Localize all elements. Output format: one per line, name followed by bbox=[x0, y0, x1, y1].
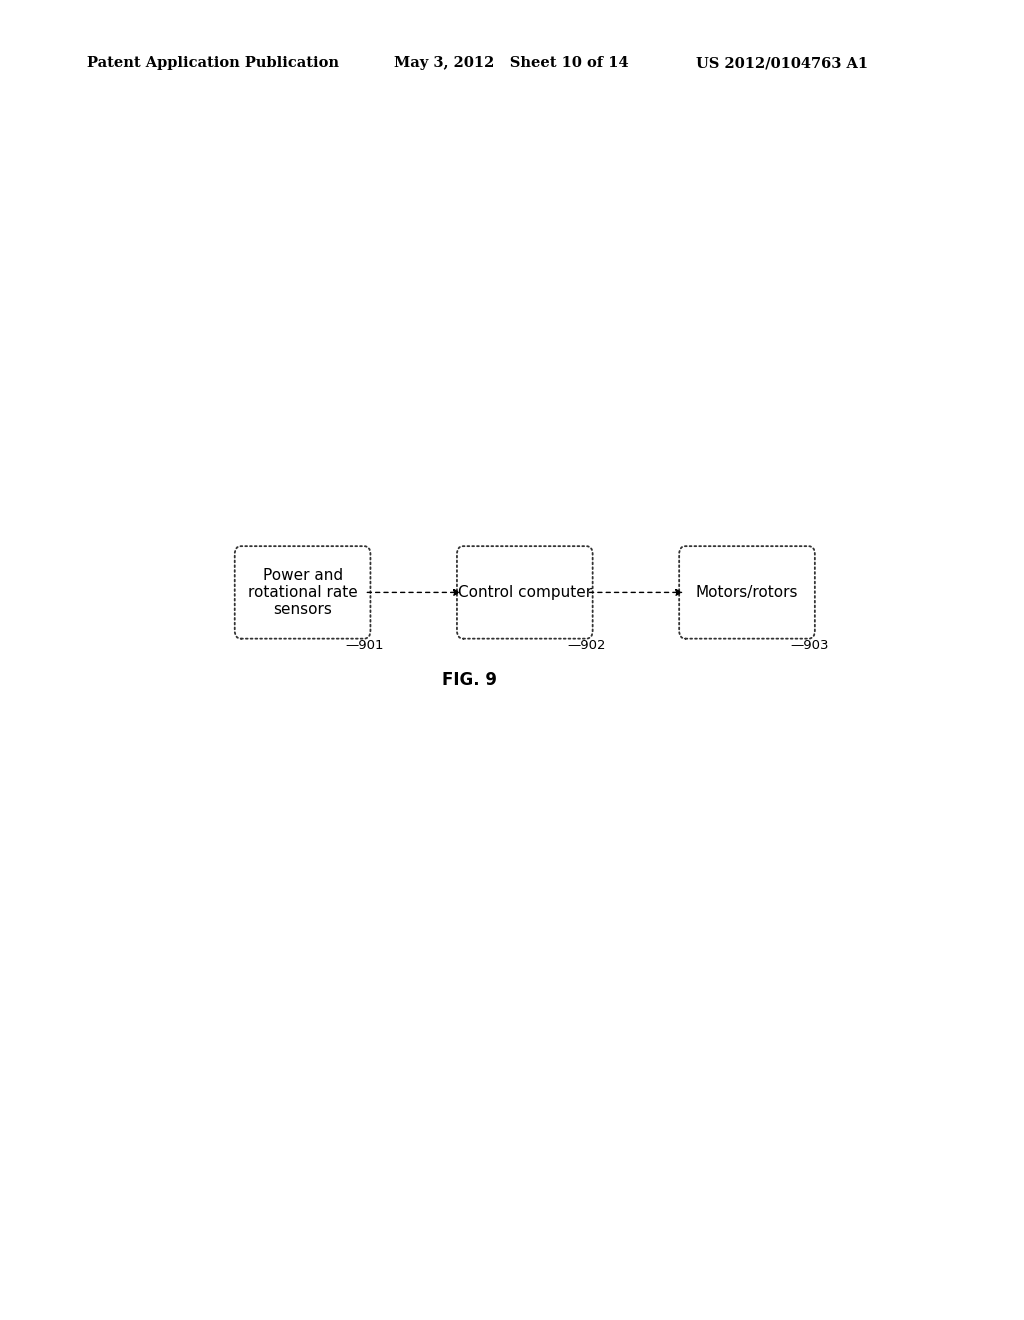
Text: —903: —903 bbox=[791, 639, 828, 652]
Text: US 2012/0104763 A1: US 2012/0104763 A1 bbox=[696, 57, 868, 70]
Text: Motors/rotors: Motors/rotors bbox=[695, 585, 799, 599]
FancyBboxPatch shape bbox=[457, 546, 593, 639]
Text: Power and
rotational rate
sensors: Power and rotational rate sensors bbox=[248, 568, 357, 618]
Text: FIG. 9: FIG. 9 bbox=[441, 671, 497, 689]
FancyBboxPatch shape bbox=[679, 546, 815, 639]
FancyBboxPatch shape bbox=[234, 546, 371, 639]
Text: Control computer: Control computer bbox=[458, 585, 592, 599]
Text: May 3, 2012   Sheet 10 of 14: May 3, 2012 Sheet 10 of 14 bbox=[394, 57, 629, 70]
Text: —902: —902 bbox=[568, 639, 606, 652]
Text: —901: —901 bbox=[346, 639, 384, 652]
Text: Patent Application Publication: Patent Application Publication bbox=[87, 57, 339, 70]
